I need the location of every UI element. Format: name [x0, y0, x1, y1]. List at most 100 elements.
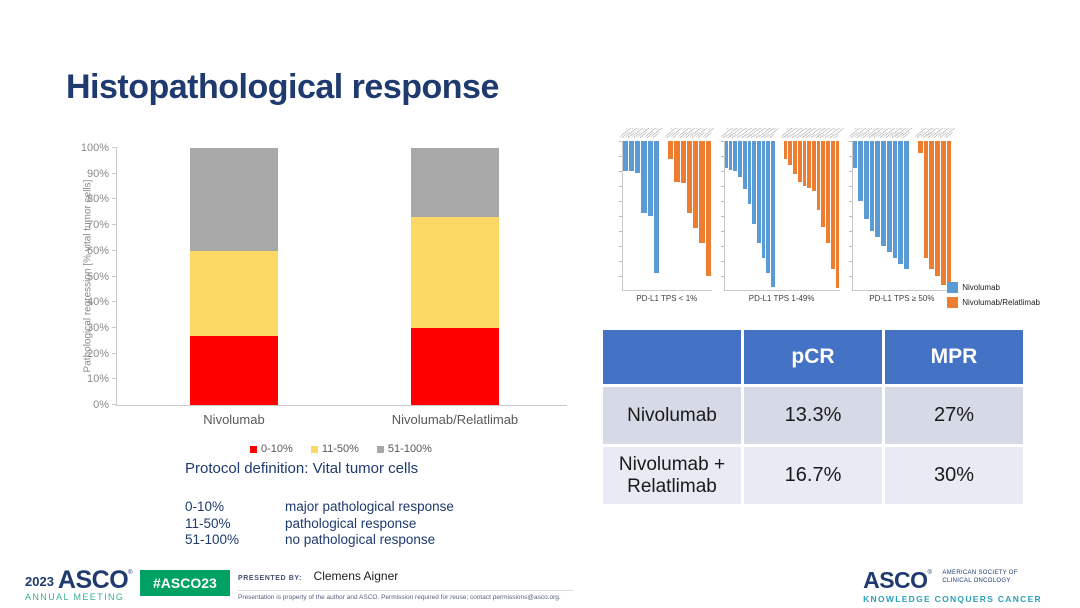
patient-bar-column	[817, 128, 830, 227]
registered-mark-icon: ®	[927, 570, 932, 576]
patient-bar-column	[877, 128, 890, 246]
definition-range: 51-100%	[185, 532, 240, 547]
waterfall-bar	[802, 141, 807, 186]
waterfall-bar	[807, 141, 811, 188]
waterfall-bar	[852, 141, 857, 168]
stacked-bar-2	[410, 148, 500, 405]
waterfall-panel: PD-L1 TPS 1-49%	[720, 128, 844, 303]
waterfall-bar	[898, 141, 904, 264]
footer: 2023 ASCO® ANNUAL MEETING #ASCO23 PRESENT…	[0, 562, 1080, 608]
y-axis-tick-mark	[112, 326, 117, 328]
legend-item: 51-100%	[376, 443, 432, 455]
patient-bar-column	[900, 128, 913, 269]
patient-bar-column	[812, 128, 825, 210]
patient-bar-column	[664, 128, 678, 159]
definition-meaning: major pathological response	[285, 499, 454, 514]
patient-bar-column	[689, 128, 703, 228]
asco-annual-meeting-logo: 2023 ASCO® ANNUAL MEETING	[25, 566, 133, 602]
legend-label: 11-50%	[321, 443, 359, 455]
y-axis-tick-mark	[112, 224, 117, 226]
patient-bar-column	[859, 128, 873, 219]
society-name-line1: AMERICAN SOCIETY OF	[942, 570, 1018, 577]
legend-label: 51-100%	[387, 443, 432, 455]
waterfall-bar	[783, 141, 788, 159]
y-axis-tick-label: 80%	[86, 193, 109, 206]
waterfall-bar	[686, 141, 693, 213]
society-logo-wordmark: ASCO	[863, 567, 928, 593]
table-header-cell: MPR	[885, 330, 1023, 384]
waterfall-bar	[917, 141, 923, 153]
waterfall-bar	[886, 141, 892, 252]
waterfall-bar	[793, 141, 797, 174]
legend-swatch-icon	[947, 282, 959, 293]
table-header-cell: pCR	[744, 330, 882, 384]
hashtag-badge: #ASCO23	[140, 570, 230, 596]
waterfall-bar	[705, 141, 711, 276]
waterfall-bar	[693, 141, 699, 228]
y-axis-tick-mark	[112, 352, 117, 354]
patient-bar-column	[762, 128, 774, 273]
table-value-cell: 27%	[885, 387, 1023, 444]
bar-segment	[189, 250, 279, 336]
bar-segment	[410, 217, 500, 328]
stacked-bar-1	[189, 148, 279, 405]
patient-bar-column	[649, 128, 664, 273]
y-axis-tick-mark	[112, 275, 117, 277]
bar-segment	[189, 148, 279, 251]
patient-bar-column	[738, 128, 751, 189]
logo-meeting-text: ANNUAL MEETING	[25, 592, 125, 602]
definition-row: 51-100% no pathological response	[185, 532, 454, 549]
waterfall-bar	[788, 141, 793, 165]
society-name: AMERICAN SOCIETY OF CLINICAL ONCOLOGY	[942, 570, 1017, 586]
y-axis-tick-mark	[112, 147, 117, 148]
y-axis-tick-mark	[112, 378, 117, 380]
waterfall-bar	[733, 141, 738, 171]
waterfall-panel-label: PD-L1 TPS 1-49%	[748, 294, 815, 303]
patient-bar-column	[789, 128, 801, 174]
patient-bar-column	[937, 128, 950, 285]
patient-bar-column	[826, 128, 839, 269]
x-axis-category-label: Nivolumab/Relatlimab	[391, 412, 519, 427]
presenter-block: PRESENTED BY: Clemens Aigner Presentatio…	[238, 567, 573, 601]
patient-bar-column	[695, 128, 709, 243]
table-value-cell: 30%	[885, 447, 1023, 504]
table-row-label: Nivolumab	[603, 387, 741, 444]
y-axis-tick-label: 40%	[86, 296, 109, 309]
legend-swatch-icon	[947, 297, 959, 308]
waterfall-bar	[724, 141, 728, 168]
waterfall-bar	[674, 141, 680, 182]
patient-bar-column	[753, 128, 765, 243]
y-axis-tick-mark	[112, 172, 117, 174]
waterfall-bar	[653, 141, 660, 273]
definition-row: 11-50% pathological response	[185, 516, 454, 533]
patient-bar-column	[831, 128, 844, 288]
patient-bar-column	[803, 128, 815, 188]
patient-bar-column	[919, 128, 933, 258]
waterfall-bar	[628, 141, 635, 171]
waterfall-legend-item: Nivolumab	[947, 282, 1040, 293]
legend-label: Nivolumab	[962, 283, 1000, 292]
presented-by-label: PRESENTED BY:	[238, 575, 303, 582]
table-header-cell	[603, 330, 741, 384]
patient-bar-column	[793, 128, 806, 182]
definition-row: 0-10% major pathological response	[185, 499, 454, 516]
waterfall-plot-area	[848, 128, 956, 291]
waterfall-bar	[923, 141, 929, 258]
waterfall-bar	[835, 141, 840, 288]
definition-meaning: pathological response	[285, 515, 417, 531]
waterfall-bar	[668, 141, 674, 159]
protocol-heading: Protocol definition: Vital tumor cells	[185, 460, 419, 477]
y-axis-tick-mark	[112, 249, 117, 251]
waterfall-bar	[771, 141, 775, 287]
patient-bar-column	[631, 128, 645, 173]
waterfall-plot-area	[618, 128, 715, 291]
waterfall-bar	[929, 141, 935, 269]
waterfall-bar	[904, 141, 909, 269]
patient-bar-column	[931, 128, 944, 276]
patient-bar-column	[767, 128, 779, 287]
waterfall-bar	[812, 141, 816, 191]
bar-segment	[410, 327, 500, 405]
definition-range: 11-50%	[185, 515, 231, 531]
patient-bar-column	[734, 128, 746, 177]
